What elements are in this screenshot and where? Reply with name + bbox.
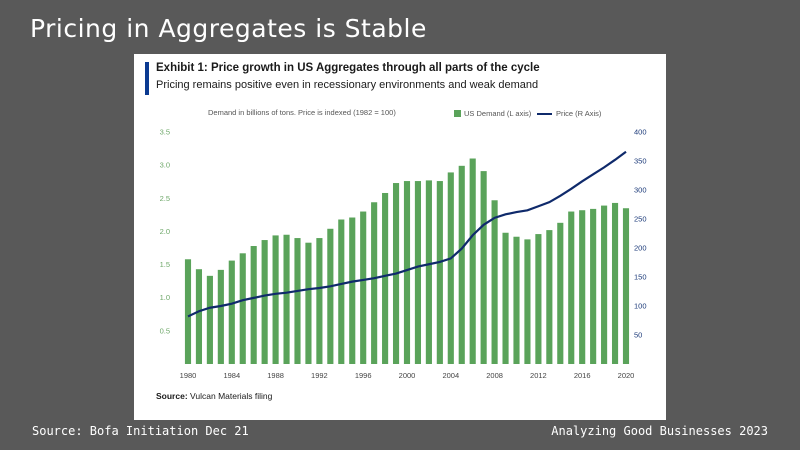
demand-bar	[414, 181, 422, 364]
demand-bar	[371, 202, 378, 364]
demand-bar	[305, 242, 312, 364]
right-tick-label: 200	[634, 244, 647, 253]
chart: Demand in billions of tons. Price is ind…	[160, 108, 647, 380]
price-line	[187, 150, 627, 318]
chart-note: Demand in billions of tons. Price is ind…	[208, 108, 396, 117]
demand-bar	[294, 238, 301, 364]
right-tick-label: 250	[634, 215, 647, 224]
right-tick-label: 350	[634, 157, 647, 166]
x-tick-label: 1988	[267, 371, 284, 380]
demand-bar	[535, 234, 542, 364]
left-tick-label: 0.5	[160, 326, 170, 335]
left-tick-label: 2.0	[160, 227, 170, 236]
left-axis: 3.5 3.0 2.5 2.0 1.5 1.0 0.5	[160, 128, 170, 336]
demand-bar	[403, 181, 411, 364]
legend: US Demand (L axis) Price (R Axis)	[454, 109, 602, 118]
demand-bar	[491, 200, 498, 364]
x-tick-label: 2000	[399, 371, 416, 380]
demand-bar	[469, 158, 476, 364]
demand-bar	[261, 240, 268, 364]
exhibit-title: Exhibit 1: Price growth in US Aggregates…	[156, 62, 540, 74]
right-tick-label: 100	[634, 302, 647, 311]
demand-bar	[546, 230, 553, 364]
legend-price-label: Price (R Axis)	[556, 109, 602, 118]
demand-bar	[217, 269, 224, 364]
right-tick-label: 400	[634, 128, 647, 137]
demand-bar	[513, 236, 520, 364]
right-tick-label: 300	[634, 186, 647, 195]
demand-bar	[436, 181, 443, 364]
right-tick-label: 50	[634, 331, 642, 340]
exhibit-subtitle: Pricing remains positive even in recessi…	[156, 79, 539, 91]
demand-bar	[338, 219, 345, 364]
demand-bar	[425, 180, 432, 364]
demand-bar	[316, 238, 323, 364]
demand-bar	[611, 202, 619, 364]
demand-bar	[250, 246, 257, 364]
source-note: Source: Vulcan Materials filing	[156, 391, 272, 401]
legend-demand-label: US Demand (L axis)	[464, 109, 532, 118]
right-tick-label: 150	[634, 273, 647, 282]
source-text: Vulcan Materials filing	[190, 391, 273, 401]
left-tick-label: 3.0	[160, 161, 170, 170]
demand-bar	[524, 239, 531, 364]
accent-bar	[145, 62, 149, 95]
source-label: Source:	[156, 391, 188, 401]
demand-bar	[382, 192, 389, 364]
demand-bar	[195, 269, 203, 364]
x-tick-label: 2016	[574, 371, 591, 380]
x-tick-label: 2020	[618, 371, 635, 380]
demand-bar	[447, 172, 454, 364]
x-tick-label: 2008	[486, 371, 503, 380]
x-axis: 1980 1984 1988 1992 1996 2000 2004 2008 2012 2016…	[180, 371, 635, 380]
demand-bars	[184, 158, 630, 364]
x-tick-label: 1984	[223, 371, 240, 380]
demand-bar	[502, 232, 509, 364]
demand-bar	[579, 210, 586, 364]
x-tick-label: 2004	[442, 371, 459, 380]
demand-bar	[228, 260, 235, 364]
demand-bar	[480, 171, 487, 364]
demand-bar	[590, 208, 597, 364]
demand-bar	[601, 205, 608, 364]
x-tick-label: 2012	[530, 371, 547, 380]
left-tick-label: 1.5	[160, 260, 170, 269]
left-tick-label: 3.5	[160, 128, 170, 137]
footer-source: Source: Bofa Initiation Dec 21	[32, 424, 249, 438]
demand-bar	[360, 211, 367, 364]
demand-bar	[327, 228, 334, 364]
demand-bar	[458, 165, 465, 364]
left-tick-label: 1.0	[160, 293, 170, 302]
footer-credit: Analyzing Good Businesses 2023	[551, 424, 768, 438]
demand-bar	[239, 253, 246, 364]
demand-bar	[568, 211, 575, 364]
demand-bar	[272, 235, 279, 364]
exhibit-panel: Exhibit 1: Price growth in US Aggregates…	[134, 54, 666, 420]
x-tick-label: 1992	[311, 371, 328, 380]
demand-bar	[557, 222, 564, 364]
demand-bar	[184, 259, 192, 364]
legend-demand-swatch	[454, 110, 461, 117]
x-tick-label: 1980	[180, 371, 197, 380]
demand-bar	[622, 208, 630, 364]
demand-bar	[349, 217, 356, 364]
right-axis: 400 350 300 250 200 150 100 50	[634, 128, 647, 340]
demand-bar	[283, 234, 290, 364]
slide-title: Pricing in Aggregates is Stable	[30, 14, 427, 43]
x-tick-label: 1996	[355, 371, 372, 380]
left-tick-label: 2.5	[160, 194, 170, 203]
demand-bar	[206, 275, 213, 364]
